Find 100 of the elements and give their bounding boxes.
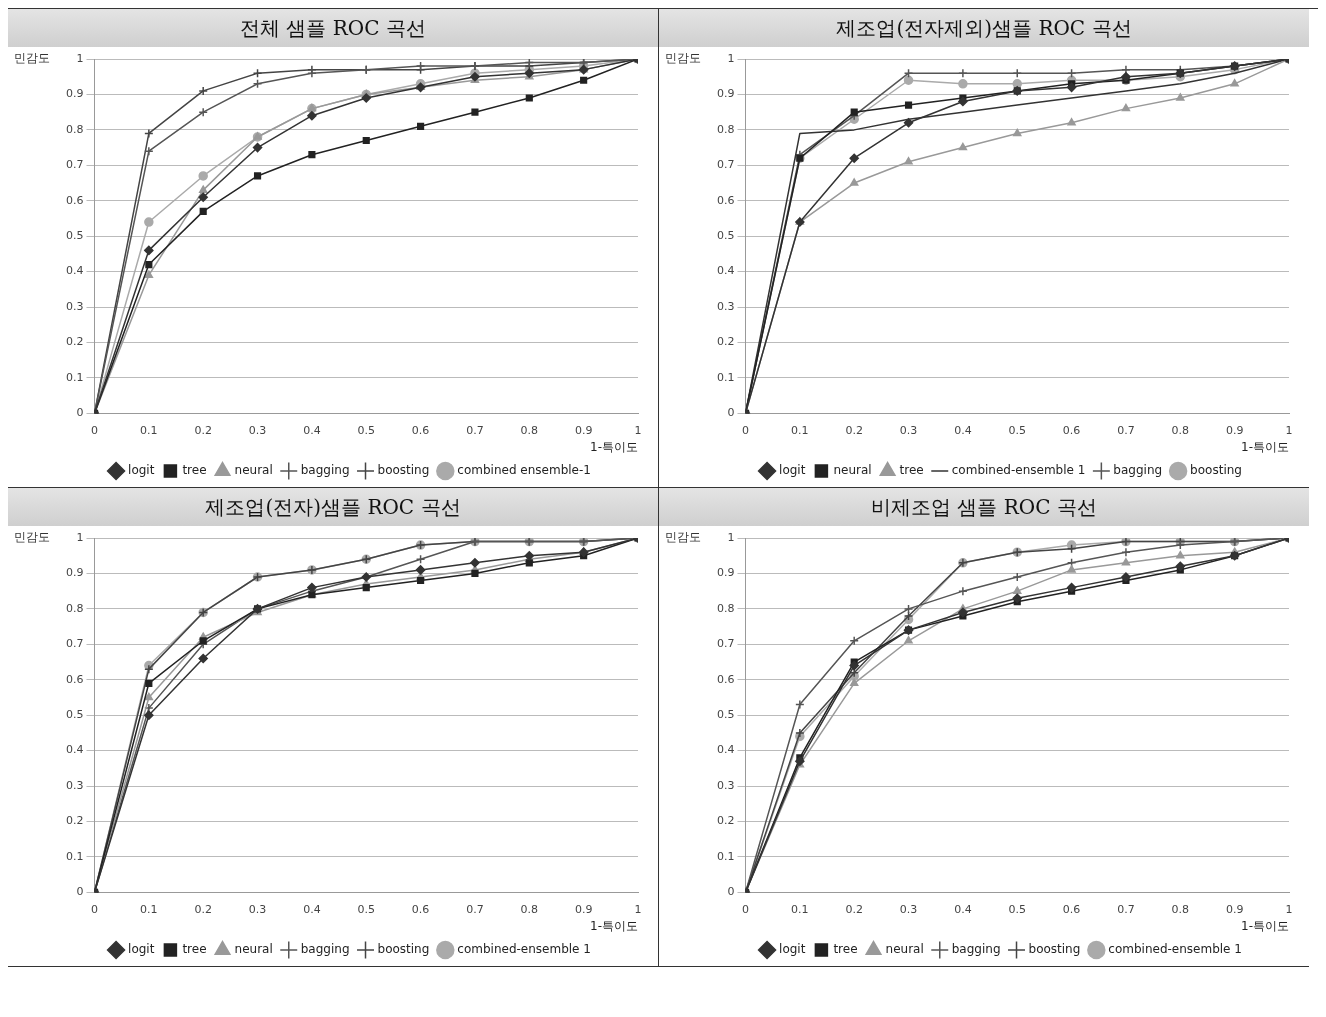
legend-label: neural (885, 942, 924, 957)
y-tick-label: 0.7 (65, 158, 84, 172)
x-tick-label: 0.3 (899, 423, 918, 437)
legend-label: tree (182, 942, 207, 957)
x-axis-title: 1-특이도 (590, 918, 638, 933)
legend-label: combined-ensemble 1 (1108, 942, 1242, 957)
x-tick-label: 0.6 (411, 902, 430, 916)
legend-label: bagging (951, 942, 1001, 957)
legend-label: combined-ensemble 1 (951, 463, 1086, 478)
y-tick-label: 0.5 (65, 708, 84, 722)
x-tick-label: 0.6 (1062, 902, 1081, 916)
y-tick-label: 0 (76, 885, 84, 899)
y-tick-label: 0.5 (716, 229, 735, 243)
y-tick-label: 1 (76, 530, 84, 544)
x-tick-label: 0.3 (248, 423, 267, 437)
legend-label: combined ensemble-1 (457, 463, 591, 478)
x-tick-label: 0.7 (466, 423, 484, 437)
legend-label: logit (779, 463, 806, 478)
y-tick-label: 0.6 (65, 193, 84, 207)
y-tick-label: 0 (76, 406, 84, 420)
legend-label: neural (234, 463, 273, 478)
y-tick-label: 0.8 (716, 601, 735, 615)
y-tick-label: 0.9 (716, 566, 735, 580)
x-tick-label: 0.5 (357, 902, 375, 916)
x-tick-label: 0.7 (466, 902, 484, 916)
y-tick-label: 0.8 (65, 122, 84, 136)
x-tick-label: 0 (741, 423, 749, 437)
y-tick-label: 0.8 (716, 122, 735, 136)
y-axis-title: 민감도 (665, 530, 701, 545)
x-tick-label: 1 (1285, 423, 1293, 437)
x-tick-label: 0.6 (1062, 423, 1081, 437)
y-tick-label: 0.9 (65, 87, 84, 101)
y-tick-label: 0.4 (716, 264, 735, 278)
x-tick-label: 0.2 (194, 902, 212, 916)
y-tick-label: 0.9 (716, 87, 735, 101)
y-tick-label: 0.2 (65, 335, 84, 349)
x-tick-label: 0.4 (303, 902, 321, 916)
y-tick-label: 0.3 (716, 299, 735, 313)
y-tick-label: 0.7 (716, 637, 735, 651)
y-tick-label: 0.1 (716, 849, 735, 863)
x-tick-label: 0.5 (1008, 902, 1026, 916)
x-tick-label: 0.3 (248, 902, 267, 916)
y-axis-title: 민감도 (14, 530, 50, 545)
x-tick-label: 0.5 (357, 423, 375, 437)
x-tick-label: 0.8 (1171, 423, 1190, 437)
y-tick-label: 0.3 (65, 299, 84, 313)
y-tick-label: 0.9 (65, 566, 84, 580)
y-tick-label: 0.7 (65, 637, 84, 651)
x-tick-label: 0.9 (574, 423, 593, 437)
y-tick-label: 0.1 (716, 370, 735, 384)
y-tick-label: 0.2 (65, 814, 84, 828)
legend-label: bagging (300, 942, 350, 957)
x-tick-label: 0.9 (574, 902, 593, 916)
legend-label: boosting (377, 942, 430, 957)
x-tick-label: 0.6 (411, 423, 430, 437)
x-tick-label: 0.9 (1225, 902, 1244, 916)
chart-title: 전체 샘플 ROC 곡선 (8, 9, 658, 47)
x-tick-label: 0.9 (1225, 423, 1244, 437)
y-axis-title: 민감도 (14, 51, 50, 66)
legend-label: tree (182, 463, 207, 478)
y-tick-label: 0 (727, 406, 735, 420)
y-tick-label: 0.8 (65, 601, 84, 615)
x-tick-label: 0.4 (954, 902, 972, 916)
y-tick-label: 0.3 (716, 778, 735, 792)
y-tick-label: 0.4 (716, 743, 735, 757)
legend-label: logit (128, 463, 155, 478)
legend-label: combined-ensemble 1 (457, 942, 591, 957)
y-tick-label: 0.6 (716, 672, 735, 686)
x-tick-label: 0.4 (303, 423, 321, 437)
y-tick-label: 0.4 (65, 743, 84, 757)
chart-title: 제조업(전자제외)샘플 ROC 곡선 (659, 9, 1309, 47)
x-tick-label: 0.1 (791, 423, 809, 437)
x-tick-label: 0.2 (845, 423, 863, 437)
y-axis-title: 민감도 (665, 51, 701, 66)
x-tick-label: 1 (634, 423, 642, 437)
y-tick-label: 1 (727, 51, 735, 65)
legend-label: bagging (300, 463, 350, 478)
x-tick-label: 0.4 (954, 423, 972, 437)
y-tick-label: 0.1 (65, 849, 84, 863)
x-tick-label: 0.7 (1117, 423, 1135, 437)
x-tick-label: 0.5 (1008, 423, 1026, 437)
x-tick-label: 0.1 (791, 902, 809, 916)
y-tick-label: 0.7 (716, 158, 735, 172)
x-tick-label: 0.1 (140, 423, 158, 437)
x-tick-label: 0.7 (1117, 902, 1135, 916)
legend-label: boosting (1028, 942, 1081, 957)
legend-label: tree (899, 463, 924, 478)
y-tick-label: 0.6 (65, 672, 84, 686)
legend-label: tree (833, 942, 858, 957)
x-tick-label: 0 (90, 423, 98, 437)
x-tick-label: 1 (634, 902, 642, 916)
y-tick-label: 0.5 (716, 708, 735, 722)
y-tick-label: 0.2 (716, 814, 735, 828)
y-tick-label: 0 (727, 885, 735, 899)
y-tick-label: 0.1 (65, 370, 84, 384)
chart-title: 제조업(전자)샘플 ROC 곡선 (8, 488, 658, 526)
x-axis-title: 1-특이도 (1241, 918, 1289, 933)
y-tick-label: 0.2 (716, 335, 735, 349)
y-tick-label: 0.3 (65, 778, 84, 792)
y-tick-label: 0.6 (716, 193, 735, 207)
